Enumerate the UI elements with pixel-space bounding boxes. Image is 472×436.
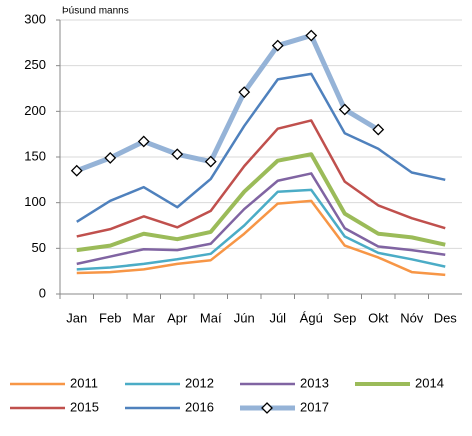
- marker: [171, 148, 184, 161]
- x-tick-label: Nóv: [400, 310, 424, 325]
- x-tick-label: Maí: [200, 310, 222, 325]
- marker: [137, 135, 150, 148]
- x-tick-label: Júl: [269, 310, 286, 325]
- legend-marker: [261, 402, 273, 414]
- legend-label: 2017: [300, 399, 329, 414]
- legend-label: 2013: [300, 375, 329, 390]
- y-tick-label: 50: [32, 240, 46, 255]
- marker: [338, 103, 351, 116]
- series-line: [75, 33, 380, 174]
- y-tick-label: 150: [24, 148, 46, 163]
- marker: [204, 155, 217, 168]
- legend-label: 2015: [70, 399, 99, 414]
- legend-label: 2012: [185, 375, 214, 390]
- series-line: [76, 188, 446, 271]
- marker: [305, 29, 318, 42]
- x-tick-label: Ágú: [300, 310, 323, 325]
- marker: [372, 123, 385, 136]
- marker: [238, 86, 251, 99]
- y-axis-label: Þúsund manns: [62, 6, 129, 17]
- marker: [271, 39, 284, 52]
- series-line: [76, 152, 446, 253]
- legend-label: 2014: [415, 375, 444, 390]
- series-line: [76, 172, 446, 266]
- legend-label: 2011: [70, 375, 98, 390]
- x-tick-label: Okt: [368, 310, 389, 325]
- series-line: [76, 199, 446, 277]
- y-tick-label: 250: [24, 57, 46, 72]
- x-tick-label: Mar: [133, 310, 156, 325]
- y-tick-label: 100: [24, 194, 46, 209]
- x-tick-label: Sep: [333, 310, 356, 325]
- x-tick-label: Feb: [99, 310, 121, 325]
- series-line: [76, 119, 446, 238]
- y-tick-label: 0: [39, 285, 46, 300]
- x-tick-label: Apr: [167, 310, 188, 325]
- y-tick-label: 200: [24, 103, 46, 118]
- marker: [104, 151, 117, 164]
- x-tick-label: Jan: [66, 310, 87, 325]
- x-tick-label: Jún: [234, 310, 255, 325]
- y-tick-label: 300: [24, 11, 46, 26]
- legend-label: 2016: [185, 399, 214, 414]
- marker: [70, 164, 83, 177]
- series-line: [76, 72, 446, 223]
- x-tick-label: Des: [434, 310, 458, 325]
